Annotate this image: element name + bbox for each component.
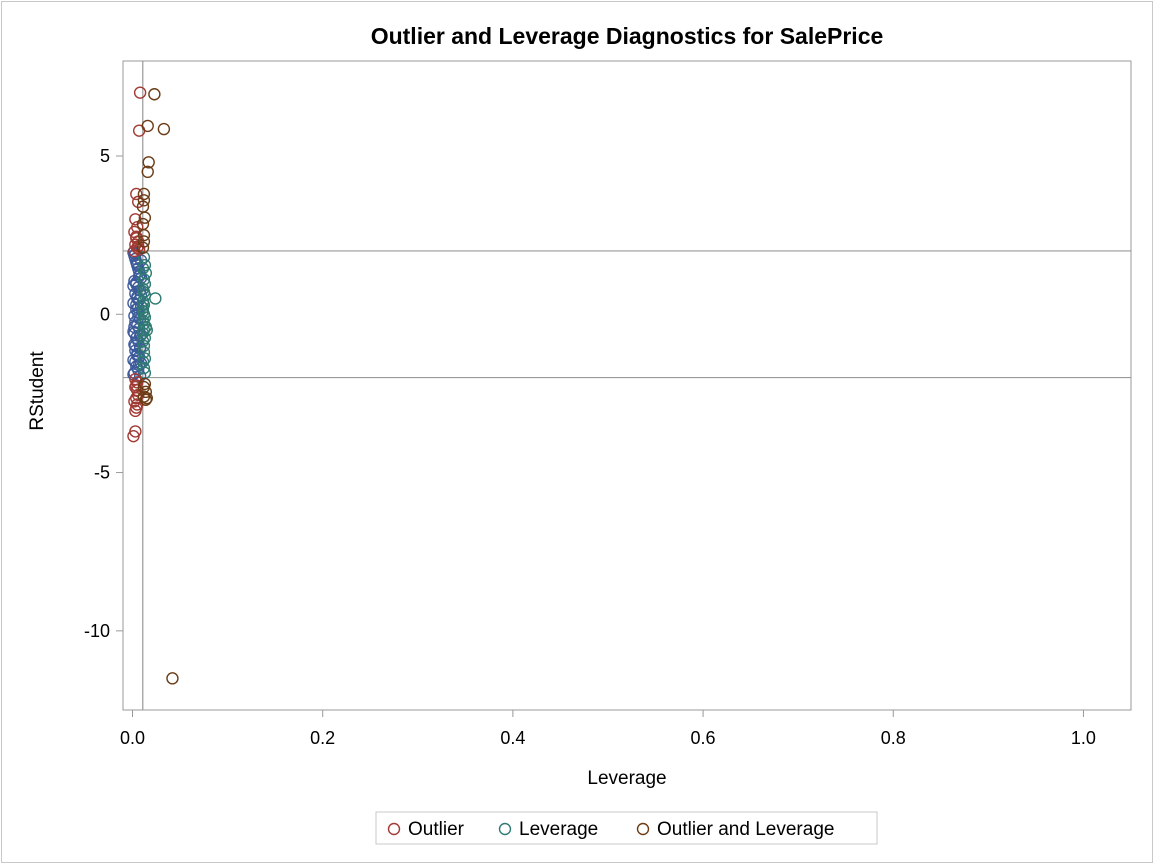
point-leverage	[138, 258, 152, 272]
point-outlier	[130, 187, 143, 201]
legend: Outlier Leverage Outlier and Leverage	[375, 811, 878, 845]
point-normal	[130, 298, 143, 311]
point-outlier	[129, 404, 142, 418]
x-axis-label: Leverage	[587, 768, 666, 789]
point-leverage	[136, 301, 150, 315]
point-outlier	[131, 384, 144, 397]
y-tick-label: -10	[84, 621, 110, 641]
point-leverage	[137, 346, 151, 359]
point-leverage	[138, 311, 152, 324]
point-outlier-and-leverage	[166, 672, 179, 685]
point-outlier-and-leverage	[141, 165, 154, 179]
point-outlier-and-leverage	[148, 88, 161, 101]
y-tick-label: 0	[100, 304, 110, 324]
point-leverage	[140, 323, 153, 337]
legend-marker-outlier-and-leverage	[636, 822, 650, 836]
point-outlier-and-leverage	[136, 241, 150, 254]
legend-marker-leverage	[498, 822, 512, 836]
y-axis-ticks: 5 0 -5 -10	[84, 146, 123, 641]
x-tick-label: 0.6	[691, 728, 716, 748]
point-outlier-and-leverage	[137, 228, 151, 242]
point-normal	[130, 276, 143, 289]
point-outlier-and-leverage	[137, 390, 151, 403]
point-leverage	[137, 317, 151, 330]
x-tick-label: 0.0	[120, 728, 145, 748]
x-axis-ticks: 0.0 0.2 0.4 0.6 0.8 1.0	[120, 710, 1096, 748]
point-leverage	[137, 339, 151, 353]
x-tick-label: 0.4	[500, 728, 525, 748]
x-tick-label: 1.0	[1071, 728, 1096, 748]
point-leverage	[149, 292, 162, 305]
reference-lines	[123, 61, 1131, 710]
legend-label-outlier: Outlier	[408, 819, 465, 840]
point-leverage	[138, 331, 152, 345]
point-leverage	[138, 352, 152, 365]
point-normal	[133, 342, 147, 356]
legend-label-outlier-and-leverage: Outlier and Leverage	[657, 819, 834, 840]
point-leverage	[138, 289, 152, 302]
point-outlier-and-leverage	[137, 194, 151, 207]
point-outlier-and-leverage	[138, 211, 152, 224]
point-leverage	[137, 273, 151, 286]
point-outlier-and-leverage	[137, 235, 151, 248]
point-outlier-and-leverage	[139, 393, 153, 406]
x-tick-label: 0.8	[881, 728, 906, 748]
point-outlier	[133, 86, 147, 99]
point-outlier	[130, 232, 143, 245]
y-tick-label: -5	[94, 463, 110, 483]
point-outlier	[129, 425, 142, 438]
x-tick-label: 0.2	[310, 728, 335, 748]
plot-area	[122, 60, 1132, 711]
point-outlier-and-leverage	[142, 156, 155, 169]
point-outlier-and-leverage	[141, 119, 154, 133]
point-leverage	[137, 361, 151, 375]
legend-marker-outlier	[387, 822, 401, 836]
legend-box	[375, 811, 878, 845]
y-axis-label: RStudent	[27, 351, 48, 431]
point-outlier-and-leverage	[157, 122, 171, 136]
data-points	[127, 86, 179, 685]
point-outlier-and-leverage	[137, 187, 151, 201]
legend-label-leverage: Leverage	[519, 819, 598, 840]
chart-title: Outlier and Leverage Diagnostics for Sal…	[371, 23, 884, 49]
y-tick-label: 5	[100, 146, 110, 166]
